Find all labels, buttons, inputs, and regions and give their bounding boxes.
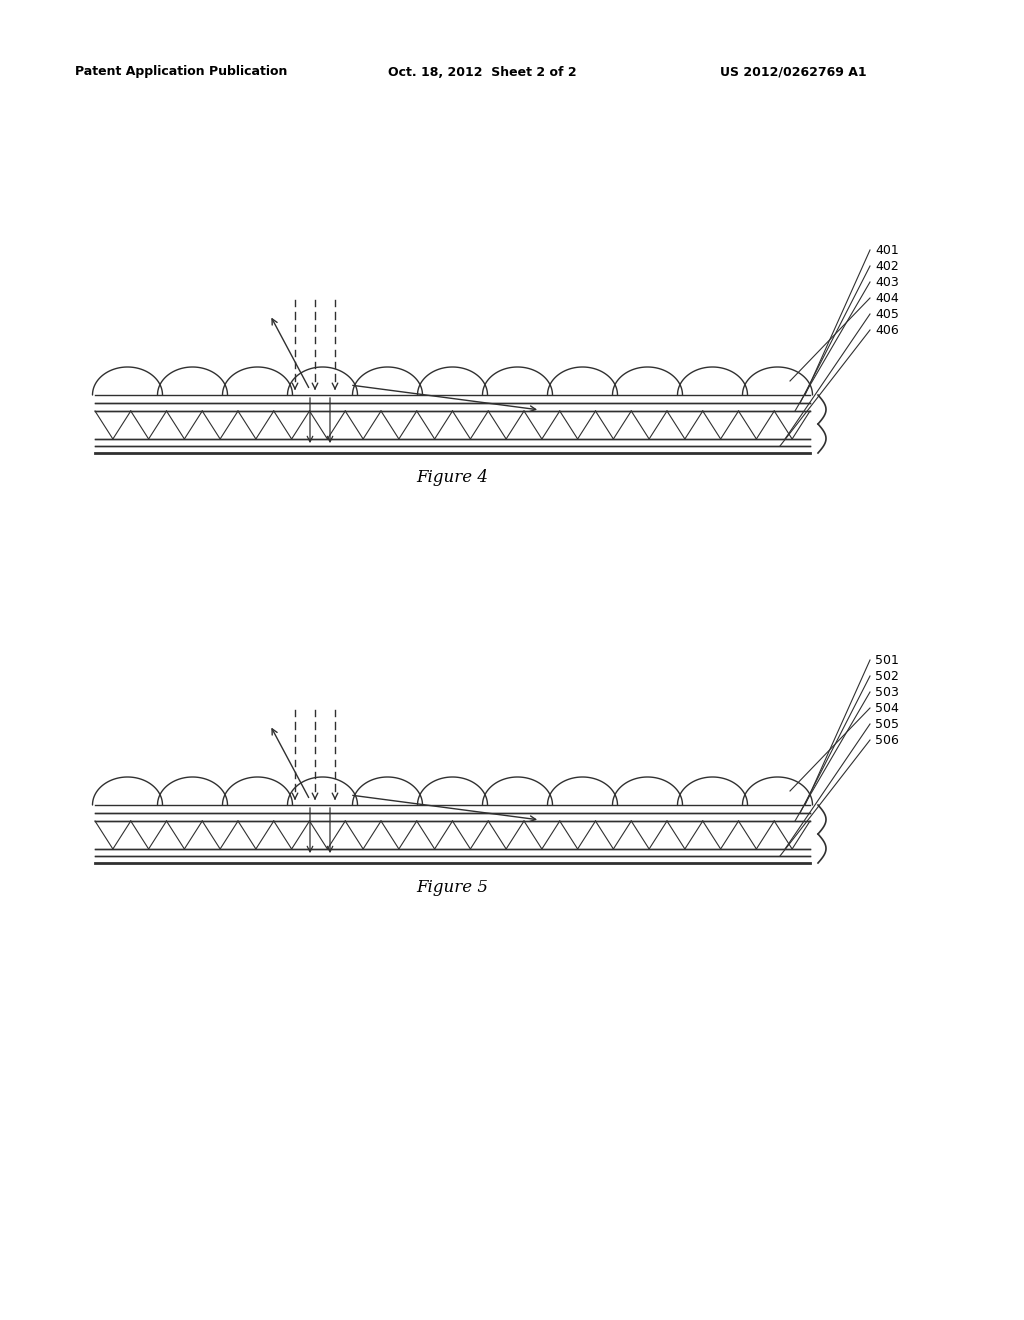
Text: 503: 503 [874,685,899,698]
Text: 406: 406 [874,323,899,337]
Text: 405: 405 [874,308,899,321]
Text: 403: 403 [874,276,899,289]
Text: 504: 504 [874,701,899,714]
Text: 502: 502 [874,669,899,682]
Text: 501: 501 [874,653,899,667]
Text: Oct. 18, 2012  Sheet 2 of 2: Oct. 18, 2012 Sheet 2 of 2 [388,66,577,78]
Text: 404: 404 [874,292,899,305]
Text: 505: 505 [874,718,899,730]
Text: 506: 506 [874,734,899,747]
Text: US 2012/0262769 A1: US 2012/0262769 A1 [720,66,866,78]
Text: Figure 5: Figure 5 [417,879,488,896]
Text: Patent Application Publication: Patent Application Publication [75,66,288,78]
Text: 402: 402 [874,260,899,272]
Text: 401: 401 [874,243,899,256]
Text: Figure 4: Figure 4 [417,470,488,487]
